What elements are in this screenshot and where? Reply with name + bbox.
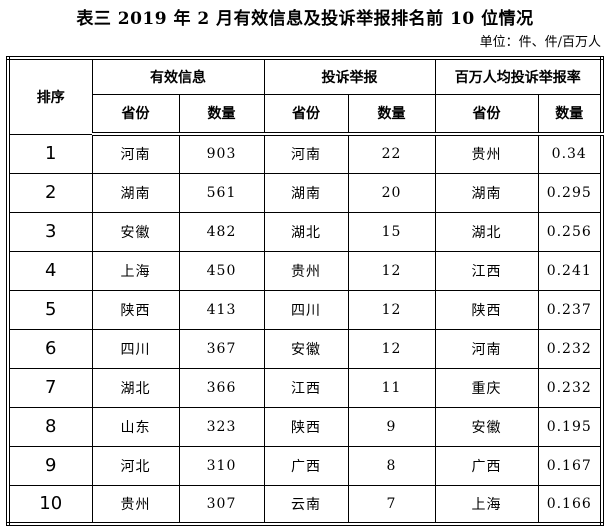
complaints-province-cell: 河南 xyxy=(263,133,349,174)
per-million-province-cell: 重庆 xyxy=(434,367,539,408)
page-title: 表三 2019 年 2 月有效信息及投诉举报排名前 10 位情况 xyxy=(76,9,534,29)
complaints-count-cell: 12 xyxy=(347,328,436,369)
complaints-province-cell: 安徽 xyxy=(263,328,349,369)
rank-cell: 7 xyxy=(7,367,93,408)
subheader-valid-info-province: 省份 xyxy=(91,93,180,136)
complaints-count-cell: 15 xyxy=(347,211,436,252)
complaints-count-cell: 22 xyxy=(347,133,436,174)
per-million-province-cell: 安徽 xyxy=(434,406,539,447)
complaints-count-cell: 9 xyxy=(347,406,436,447)
per-million-rate-cell: 0.237 xyxy=(537,289,603,330)
table-row: 6 四川 367 安徽 12 河南 0.232 xyxy=(7,328,603,369)
complaints-count-cell: 12 xyxy=(347,250,436,291)
per-million-rate-cell: 0.34 xyxy=(537,133,603,174)
subheader-complaints-province: 省份 xyxy=(263,93,349,136)
column-group-complaints: 投诉举报 xyxy=(263,57,436,95)
per-million-rate-cell: 0.167 xyxy=(537,445,603,486)
per-million-province-cell: 湖南 xyxy=(434,172,539,213)
per-million-province-cell: 上海 xyxy=(434,484,539,525)
table-row: 5 陕西 413 四川 12 陕西 0.237 xyxy=(7,289,603,330)
complaints-count-cell: 11 xyxy=(347,367,436,408)
valid-info-count-cell: 323 xyxy=(178,406,265,447)
rank-cell: 2 xyxy=(7,172,93,213)
valid-info-count-cell: 367 xyxy=(178,328,265,369)
valid-info-count-cell: 450 xyxy=(178,250,265,291)
table-row: 10 贵州 307 云南 7 上海 0.166 xyxy=(7,484,603,525)
subheader-per-million-count: 数量 xyxy=(537,93,603,136)
per-million-rate-cell: 0.166 xyxy=(537,484,603,525)
complaints-count-cell: 8 xyxy=(347,445,436,486)
valid-info-province-cell: 河北 xyxy=(91,445,180,486)
table-row: 2 湖南 561 湖南 20 湖南 0.295 xyxy=(7,172,603,213)
unit-note: 单位：件、件/百万人 xyxy=(479,35,601,50)
per-million-rate-cell: 0.232 xyxy=(537,367,603,408)
complaints-province-cell: 湖南 xyxy=(263,172,349,213)
valid-info-count-cell: 903 xyxy=(178,133,265,174)
table-body: 1 河南 903 河南 22 贵州 0.34 2 湖南 561 湖南 20 湖南 0.295 3 安徽 482 湖… xyxy=(7,133,603,525)
rank-cell: 5 xyxy=(7,289,93,330)
rank-cell: 8 xyxy=(7,406,93,447)
per-million-rate-cell: 0.295 xyxy=(537,172,603,213)
complaints-province-cell: 四川 xyxy=(263,289,349,330)
rank-cell: 6 xyxy=(7,328,93,369)
valid-info-province-cell: 河南 xyxy=(91,133,180,174)
valid-info-province-cell: 湖北 xyxy=(91,367,180,408)
subheader-valid-info-count: 数量 xyxy=(178,93,265,136)
valid-info-province-cell: 湖南 xyxy=(91,172,180,213)
table-row: 9 河北 310 广西 8 广西 0.167 xyxy=(7,445,603,486)
rank-cell: 10 xyxy=(7,484,93,525)
header-sub-row: 省份 数量 省份 数量 省份 数量 xyxy=(8,93,603,136)
table-header: 排序 有效信息 投诉举报 百万人均投诉举报率 省份 数量 省份 数量 省份 数量 xyxy=(7,57,603,136)
complaints-count-cell: 12 xyxy=(347,289,436,330)
valid-info-count-cell: 482 xyxy=(178,211,265,252)
valid-info-count-cell: 310 xyxy=(178,445,265,486)
rank-cell: 4 xyxy=(7,250,93,291)
table-row: 8 山东 323 陕西 9 安徽 0.195 xyxy=(7,406,603,447)
per-million-province-cell: 贵州 xyxy=(434,133,539,174)
ranking-table: 排序 有效信息 投诉举报 百万人均投诉举报率 省份 数量 省份 数量 省份 数量… xyxy=(6,56,604,526)
rank-cell: 3 xyxy=(7,211,93,252)
complaints-count-cell: 20 xyxy=(347,172,436,213)
table-row: 7 湖北 366 江西 11 重庆 0.232 xyxy=(7,367,603,408)
per-million-province-cell: 湖北 xyxy=(434,211,539,252)
per-million-rate-cell: 0.241 xyxy=(537,250,603,291)
table-row: 4 上海 450 贵州 12 江西 0.241 xyxy=(7,250,603,291)
valid-info-province-cell: 贵州 xyxy=(91,484,180,525)
column-group-per-million-rate: 百万人均投诉举报率 xyxy=(434,57,603,95)
complaints-province-cell: 湖北 xyxy=(263,211,349,252)
complaints-province-cell: 贵州 xyxy=(263,250,349,291)
complaints-province-cell: 云南 xyxy=(263,484,349,525)
header-group-row: 排序 有效信息 投诉举报 百万人均投诉举报率 xyxy=(7,57,603,135)
valid-info-count-cell: 413 xyxy=(178,289,265,330)
per-million-province-cell: 广西 xyxy=(434,445,539,486)
valid-info-count-cell: 307 xyxy=(178,484,265,525)
complaints-province-cell: 江西 xyxy=(263,367,349,408)
table-row: 3 安徽 482 湖北 15 湖北 0.256 xyxy=(7,211,603,252)
complaints-province-cell: 广西 xyxy=(263,445,349,486)
valid-info-province-cell: 陕西 xyxy=(91,289,180,330)
table-row: 1 河南 903 河南 22 贵州 0.34 xyxy=(7,133,603,174)
per-million-rate-cell: 0.256 xyxy=(537,211,603,252)
per-million-province-cell: 河南 xyxy=(434,328,539,369)
valid-info-province-cell: 安徽 xyxy=(91,211,180,252)
rank-cell: 1 xyxy=(7,133,93,174)
valid-info-count-cell: 561 xyxy=(178,172,265,213)
complaints-count-cell: 7 xyxy=(347,484,436,525)
per-million-province-cell: 江西 xyxy=(434,250,539,291)
subheader-per-million-province: 省份 xyxy=(434,93,539,136)
valid-info-province-cell: 山东 xyxy=(91,406,180,447)
complaints-province-cell: 陕西 xyxy=(263,406,349,447)
per-million-rate-cell: 0.232 xyxy=(537,328,603,369)
rank-cell: 9 xyxy=(7,445,93,486)
valid-info-province-cell: 上海 xyxy=(91,250,180,291)
column-header-rank: 排序 xyxy=(7,57,93,135)
per-million-rate-cell: 0.195 xyxy=(537,406,603,447)
subheader-complaints-count: 数量 xyxy=(347,93,436,136)
valid-info-count-cell: 366 xyxy=(178,367,265,408)
per-million-province-cell: 陕西 xyxy=(434,289,539,330)
valid-info-province-cell: 四川 xyxy=(91,328,180,369)
column-group-valid-info: 有效信息 xyxy=(91,57,265,95)
